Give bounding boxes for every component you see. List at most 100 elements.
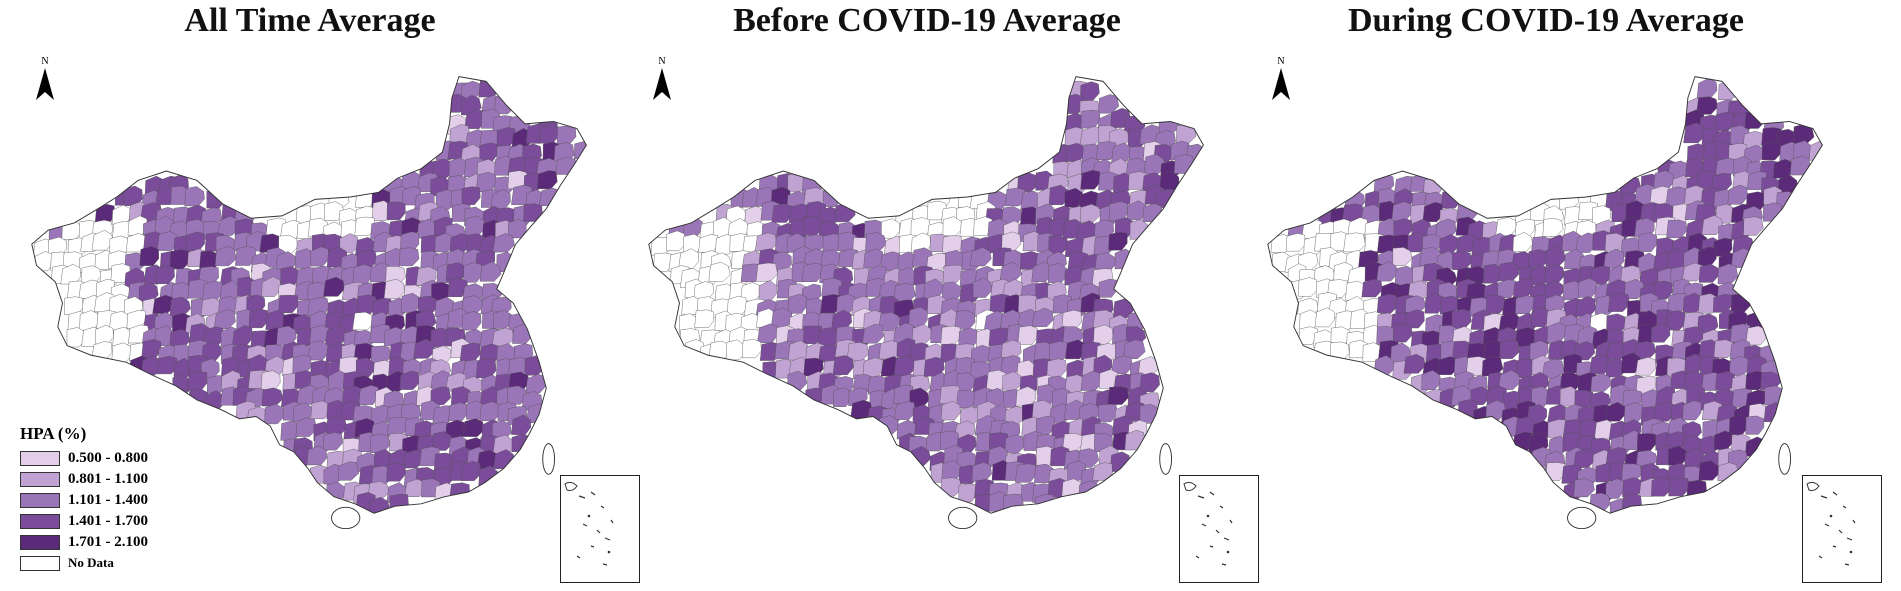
region-cell [1314, 307, 1335, 328]
region-cell [1393, 218, 1413, 238]
region-cell [370, 433, 390, 453]
region-cell [708, 262, 731, 282]
region-cell [386, 462, 406, 482]
legend-row: 1.701 - 2.100 [20, 532, 190, 552]
panel-title: During COVID-19 Average [1348, 2, 1744, 39]
region-cell [694, 309, 715, 328]
region-cell [771, 203, 793, 223]
region-cell [1528, 249, 1549, 268]
region-cell [1093, 324, 1114, 345]
region-cell [755, 262, 778, 282]
region-cell [1298, 277, 1319, 297]
region-cell [1108, 231, 1128, 251]
region-cell [1789, 155, 1811, 176]
region-cell [1542, 218, 1564, 237]
region-cell [479, 142, 498, 162]
region-cell [1452, 251, 1472, 270]
region-cell [1717, 263, 1739, 285]
map-legend: HPA (%) 0.500 - 0.800 0.801 - 1.100 1.10… [20, 424, 190, 574]
region-cell [462, 418, 485, 437]
region-cell [383, 278, 405, 299]
region-cell [958, 483, 978, 503]
region-cell [754, 232, 778, 252]
legend-row: 0.500 - 0.800 [20, 448, 190, 468]
region-cell [726, 295, 748, 316]
region-cell [185, 231, 205, 252]
legend-swatch [20, 492, 60, 508]
region-cell [1139, 403, 1161, 424]
region-cell [1002, 493, 1024, 513]
region-cell [1123, 339, 1146, 359]
region-cell [1727, 184, 1748, 205]
region-cell [893, 355, 916, 376]
region-cell [1107, 386, 1129, 405]
region-cell [1114, 248, 1134, 270]
region-cell [1809, 140, 1823, 161]
region-cell [368, 496, 390, 514]
region-cell [511, 414, 531, 435]
region-cell [1495, 217, 1517, 236]
region-cell [1176, 124, 1197, 144]
region-cell [461, 460, 482, 481]
north-arrow-icon: N [1266, 56, 1296, 108]
region-cell [352, 311, 374, 331]
region-cell [1391, 201, 1412, 222]
north-arrow-label: N [1277, 56, 1285, 67]
region-cell [1638, 232, 1658, 252]
region-cell [1745, 415, 1765, 435]
region-cell [801, 262, 824, 282]
legend-title: HPA (%) [20, 424, 87, 443]
region-cell [1361, 278, 1383, 298]
region-cell [832, 355, 854, 375]
region-cell [1607, 293, 1630, 312]
region-cell [1529, 340, 1549, 360]
region-cell [1139, 372, 1160, 393]
region-cell [261, 387, 284, 407]
north-arrow-icon: N [647, 56, 677, 108]
region-cell [954, 310, 976, 330]
region-cell [1729, 355, 1751, 376]
region-cell [60, 264, 81, 285]
region-cell [835, 202, 856, 223]
region-cell [666, 230, 687, 252]
region-cell [461, 311, 482, 331]
legend-label: 0.801 - 1.100 [68, 470, 148, 487]
map-panel-all-time: All Time Average N HPA (%) 0.500 - 0.800… [0, 0, 640, 591]
region-cell [1017, 325, 1038, 345]
region-cell [942, 264, 963, 283]
region-cell [1763, 402, 1786, 422]
china-choropleth-map [648, 76, 1204, 530]
region-cell [389, 493, 409, 513]
region-cell [1015, 386, 1037, 407]
region-cell [1578, 277, 1598, 298]
legend-swatch [20, 555, 60, 571]
legend-label: 1.701 - 2.100 [68, 533, 148, 550]
legend-swatch [20, 513, 60, 529]
region-cell [400, 292, 420, 313]
region-cell [463, 262, 483, 283]
region-cell [352, 264, 373, 285]
legend-label: No Data [68, 555, 114, 570]
legend-label: 1.401 - 1.700 [68, 512, 148, 529]
region-cell [459, 342, 481, 362]
legend-label: 0.500 - 0.800 [68, 449, 148, 466]
region-cell [464, 215, 485, 236]
south-china-sea-inset [560, 475, 640, 583]
china-choropleth-map [31, 76, 587, 530]
region-cell [787, 294, 808, 314]
region-cell [338, 461, 360, 481]
region-cell [1005, 434, 1026, 454]
region-cell [971, 462, 992, 482]
region-cell [1698, 263, 1720, 283]
region-cell [1034, 493, 1056, 513]
map-panel-before-covid: Before COVID-19 Average N [617, 0, 1259, 591]
region-cell [386, 201, 406, 221]
region-cell [1061, 309, 1082, 330]
region-cell [61, 220, 82, 240]
region-cell [1403, 354, 1426, 374]
region-cell [448, 402, 468, 421]
region-cell [682, 216, 703, 237]
region-cell [111, 342, 133, 363]
region-cell [1080, 170, 1101, 190]
region-cell [479, 261, 502, 282]
